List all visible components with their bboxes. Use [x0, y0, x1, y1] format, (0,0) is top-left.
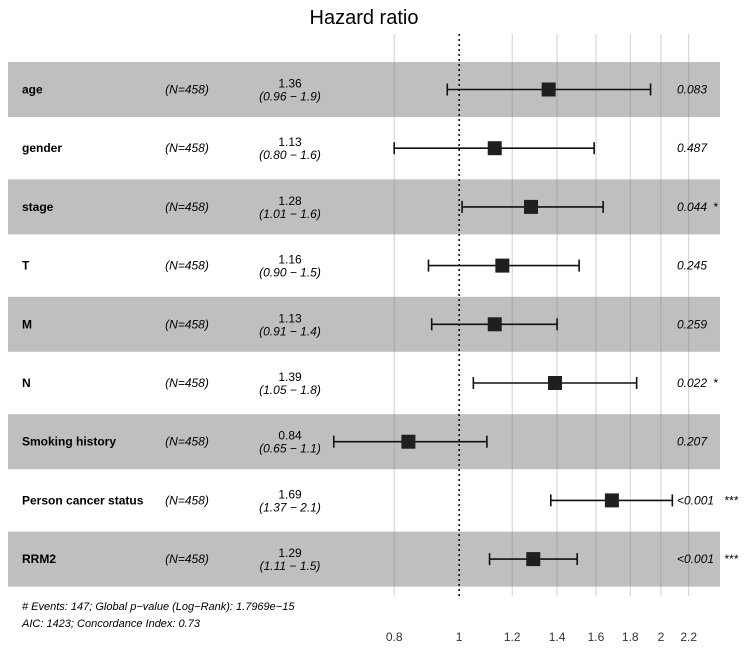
- row-n: (N=458): [165, 552, 209, 566]
- row-label: T: [22, 259, 30, 273]
- row-band-4: [8, 296, 720, 352]
- row-bands: [8, 62, 720, 587]
- row-p-value: 0.259: [677, 317, 707, 331]
- row-n: (N=458): [165, 200, 209, 214]
- row-hazard-ratio: 1.13: [278, 311, 302, 325]
- row-p-value: <0.001: [677, 552, 714, 566]
- row-n: (N=458): [165, 259, 209, 273]
- row-band-2: [8, 179, 720, 235]
- row-n: (N=458): [165, 435, 209, 449]
- row-label: RRM2: [22, 552, 56, 566]
- row-confidence-interval: (0.65 − 1.1): [259, 442, 321, 456]
- x-tick-label: 1.6: [588, 630, 605, 644]
- row-p-value: 0.083: [677, 83, 707, 97]
- hr-marker: [604, 493, 619, 508]
- x-tick-label: 1.4: [549, 630, 566, 644]
- row-hazard-ratio: 1.16: [278, 253, 302, 267]
- x-tick-label: 0.8: [386, 630, 403, 644]
- row-hazard-ratio: 1.28: [278, 194, 302, 208]
- row-band-8: [8, 531, 720, 587]
- row-label: M: [22, 317, 32, 331]
- row-confidence-interval: (1.37 − 2.1): [259, 500, 321, 514]
- row-n: (N=458): [165, 141, 209, 155]
- hr-marker: [524, 199, 539, 214]
- x-axis-ticks: 0.8 1 1.2 1.4 1.6 1.8 2 2.2: [386, 630, 697, 644]
- row-hazard-ratio: 0.84: [278, 429, 302, 443]
- row-significance-stars: *: [713, 200, 718, 214]
- row-significance-stars: ***: [724, 552, 738, 566]
- row-label: N: [22, 376, 31, 390]
- row-p-value: 0.245: [677, 259, 707, 273]
- grid-lines: [393, 34, 690, 596]
- row-label: gender: [22, 141, 62, 155]
- row-label: Smoking history: [22, 435, 116, 449]
- hr-marker: [487, 317, 502, 332]
- row-significance-stars: *: [713, 376, 718, 390]
- footnote-events: # Events: 147; Global p−value (Log−Rank)…: [22, 601, 295, 613]
- row-hazard-ratio: 1.29: [278, 546, 302, 560]
- row-confidence-interval: (0.96 − 1.9): [259, 90, 321, 104]
- row-label: stage: [22, 200, 54, 214]
- x-tick-label: 2: [658, 630, 665, 644]
- row-n: (N=458): [165, 83, 209, 97]
- row-hazard-ratio: 1.39: [278, 370, 302, 384]
- row-p-value: <0.001: [677, 493, 714, 507]
- row-confidence-interval: (0.91 − 1.4): [259, 324, 321, 338]
- hr-marker: [526, 552, 541, 567]
- rows: age (N=458) 1.36(0.96 − 1.9) 0.083 gender (N=…: [22, 77, 738, 574]
- hr-marker: [401, 434, 416, 449]
- row-hazard-ratio: 1.13: [278, 135, 302, 149]
- row-label: Person cancer status: [22, 493, 144, 507]
- chart-title: Hazard ratio: [310, 7, 419, 29]
- hr-marker: [495, 258, 510, 273]
- row-hazard-ratio: 1.36: [278, 77, 302, 91]
- hr-marker: [548, 376, 563, 390]
- row-confidence-interval: (1.11 − 1.5): [260, 559, 321, 573]
- row-n: (N=458): [165, 376, 209, 390]
- row-hazard-ratio: 1.69: [278, 487, 302, 501]
- x-tick-label: 2.2: [680, 630, 697, 644]
- x-tick-label: 1.2: [504, 630, 521, 644]
- footnote-aic: AIC: 1423; Concordance Index: 0.73: [21, 618, 201, 630]
- row-p-value: 0.022: [677, 376, 707, 390]
- row-confidence-interval: (1.05 − 1.8): [259, 383, 321, 397]
- row-p-value: 0.207: [677, 435, 708, 449]
- row-n: (N=458): [165, 493, 209, 507]
- hr-marker: [487, 141, 502, 156]
- x-tick-label: 1: [456, 630, 463, 644]
- x-tick-label: 1.8: [622, 630, 639, 644]
- row-p-value: 0.487: [677, 141, 708, 155]
- hr-marker: [541, 82, 556, 97]
- row-confidence-interval: (1.01 − 1.6): [259, 207, 321, 221]
- row-confidence-interval: (0.80 − 1.6): [259, 148, 321, 162]
- row-n: (N=458): [165, 317, 209, 331]
- row-p-value: 0.044: [677, 200, 707, 214]
- row-label: age: [22, 83, 43, 97]
- row-confidence-interval: (0.90 − 1.5): [259, 266, 321, 280]
- row-significance-stars: ***: [724, 493, 738, 507]
